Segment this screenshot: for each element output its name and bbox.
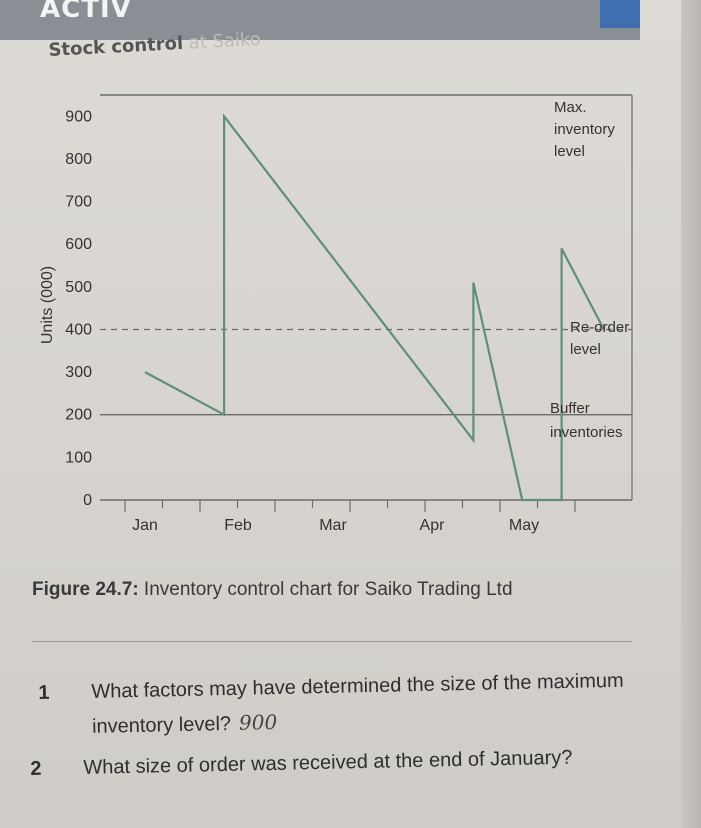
max-inventory-annotation-line: Max. (554, 99, 587, 116)
caption-divider (32, 641, 632, 642)
caption-label: Figure 24.7: (32, 579, 139, 600)
question-text: What factors may have determined the siz… (91, 663, 652, 744)
y-axis-label: Units (000) (39, 266, 56, 344)
x-tick-label: May (509, 517, 539, 534)
question-number: 2 (30, 757, 42, 780)
max-inventory-annotation: Max. inventory level (554, 99, 615, 160)
y-tick-label: 400 (65, 321, 92, 338)
reorder-annotation-line: level (570, 341, 601, 358)
y-tick-label: 500 (65, 279, 92, 296)
max-inventory-annotation-line: level (554, 143, 585, 160)
y-tick-label: 600 (65, 236, 92, 253)
activity-header-band (0, 0, 640, 40)
y-tick-label: 700 (65, 194, 92, 211)
series-line-1 (144, 113, 605, 502)
y-tick-label: 200 (65, 407, 92, 424)
buffer-annotation-line: inventories (550, 424, 623, 441)
question-number: 1 (38, 681, 50, 704)
y-tick-label: 0 (83, 492, 92, 509)
x-axis-ticks: Jan Feb Mar Apr May (124, 500, 576, 534)
x-tick-label: Jan (132, 517, 158, 534)
buffer-annotation: Buffer inventories (550, 400, 623, 441)
y-tick-label: 100 (65, 449, 92, 466)
inventory-series (144, 113, 605, 502)
header-accent (600, 0, 640, 28)
handwritten-answer: 900 (238, 710, 278, 735)
y-tick-label: 300 (65, 364, 92, 381)
x-tick-label: Feb (224, 517, 252, 534)
reorder-annotation: Re-order level (570, 319, 629, 358)
activity-header-text: ACTIV (40, 0, 132, 24)
x-tick-label: Mar (319, 517, 347, 534)
chart-annotations: Max. inventory level Re-order level Buffer inv… (550, 99, 629, 441)
buffer-annotation-line: Buffer (550, 400, 590, 417)
reference-lines (100, 94, 632, 416)
figure-caption: Figure 24.7: Inventory control chart for… (32, 574, 592, 606)
reorder-annotation-line: Re-order (570, 319, 629, 336)
y-axis-ticks: 0 100 200 300 400 500 600 700 800 900 (65, 108, 92, 509)
question-text: What size of order was received at the e… (83, 746, 573, 779)
y-tick-label: 900 (65, 108, 92, 125)
inventory-chart: 0 100 200 300 400 500 600 700 800 900 Jan Feb Mar Ap… (39, 94, 633, 534)
page-edge (681, 0, 701, 828)
caption-text: Inventory control chart for Saiko Tradin… (138, 579, 513, 600)
max-inventory-annotation-line: inventory (554, 121, 615, 138)
y-tick-label: 800 (65, 151, 92, 168)
question-1-text: What factors may have determined the siz… (91, 669, 624, 738)
x-tick-label: Apr (420, 517, 446, 534)
